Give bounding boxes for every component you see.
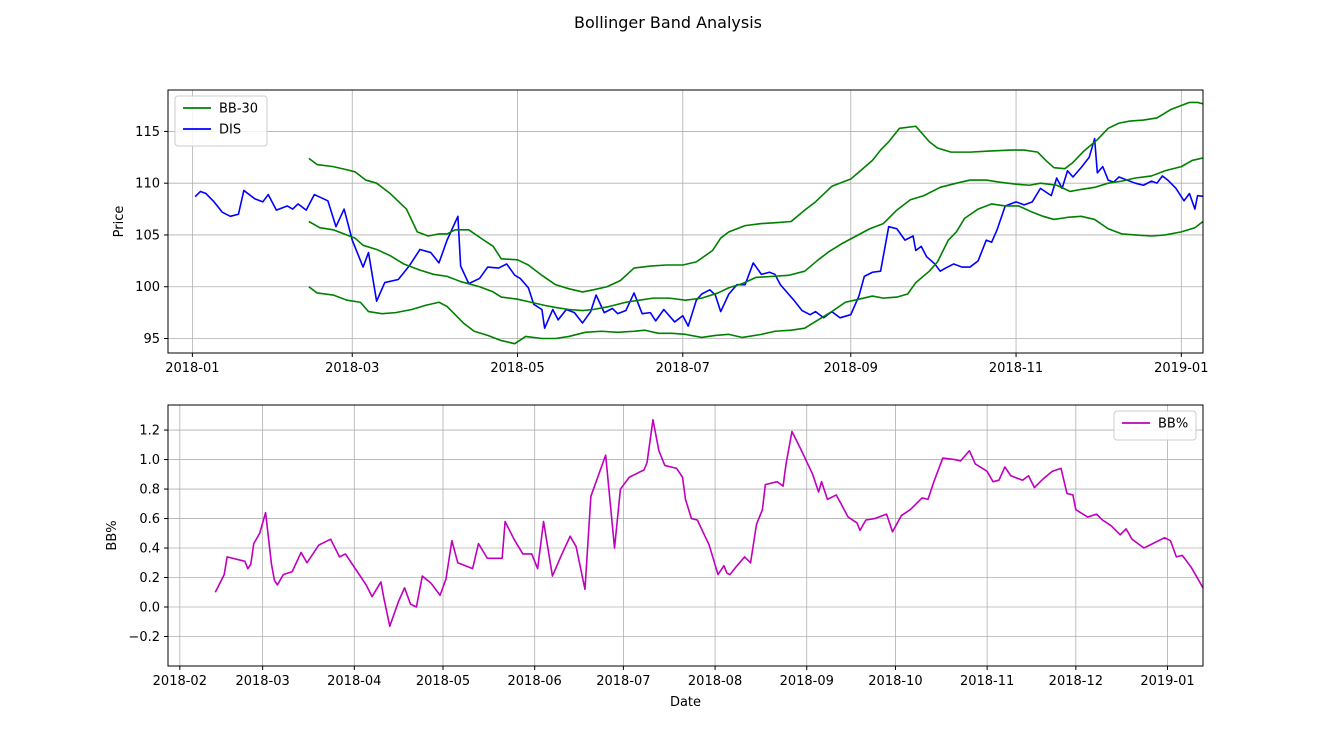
legend-box	[1113, 410, 1197, 441]
grid	[168, 90, 1203, 353]
x-tick-label: 2018-08	[688, 674, 742, 689]
series-line-bb-30-middle	[308, 157, 1203, 312]
y-tick-label: 0.8	[139, 483, 160, 498]
x-tick-label: 2018-07	[596, 674, 650, 689]
x-tick-label: 2018-12	[1049, 674, 1103, 689]
series-group	[214, 418, 1203, 627]
x-tick-label: 2018-10	[868, 674, 922, 689]
y-tick-label: −0.2	[128, 630, 160, 645]
legend: BB-30 DIS	[174, 95, 268, 147]
y-axis-label: Price	[112, 206, 127, 238]
y-tick-label: 1.2	[139, 424, 160, 439]
figure-title: Bollinger Band Analysis	[574, 13, 762, 32]
y-tick-label: 1.0	[139, 453, 160, 468]
x-tick-label: 2018-04	[327, 674, 381, 689]
y-tick-label: 0.0	[139, 601, 160, 616]
legend-label: DIS	[219, 123, 241, 138]
axes-frame	[167, 404, 1204, 667]
x-tick-label: 2018-09	[780, 674, 834, 689]
y-axis-label: BB%	[105, 520, 120, 550]
x-tick-label: 2018-02	[153, 674, 207, 689]
y-tick-label: 115	[135, 125, 160, 140]
x-tick-label: 2018-09	[824, 361, 878, 376]
y-tick-label: 100	[135, 280, 160, 295]
bbpct-panel: 2018-02 2018-03 2018-04 2018-05 2018-06 2018-…	[105, 404, 1204, 710]
x-tick-label: 2018-05	[490, 361, 544, 376]
y-tick-label: 110	[135, 177, 160, 192]
y-tick-label: 95	[143, 332, 160, 347]
x-axis-label: Date	[670, 695, 701, 710]
series-line-bb-	[214, 418, 1203, 627]
x-tick-label: 2018-06	[508, 674, 562, 689]
legend-label: BB%	[1158, 417, 1188, 432]
x-tick-label: 2018-11	[989, 361, 1043, 376]
legend: BB%	[1113, 410, 1197, 441]
x-tick-label: 2018-03	[325, 361, 379, 376]
x-tick-label: 2019-01	[1154, 361, 1208, 376]
x-tick-label: 2018-05	[416, 674, 470, 689]
x-tick-label: 2018-07	[656, 361, 710, 376]
y-tick-label: 0.2	[139, 571, 160, 586]
series-line-dis	[194, 137, 1203, 329]
y-tick-label: 105	[135, 228, 160, 243]
x-tick-label: 2018-11	[960, 674, 1014, 689]
legend-label: BB-30	[219, 102, 258, 117]
series-group	[194, 101, 1203, 345]
x-tick-label: 2018-01	[165, 361, 219, 376]
grid	[168, 405, 1203, 666]
series-line-bb-30-lower	[308, 203, 1203, 345]
axes-frame	[167, 89, 1204, 354]
series-line-bb-30-upper	[308, 101, 1203, 293]
y-tick-label: 0.6	[139, 512, 160, 527]
x-tick-label: 2018-03	[235, 674, 289, 689]
price-panel: 2018-01 2018-03 2018-05 2018-07 2018-09 2018-…	[112, 89, 1208, 376]
x-tick-label: 2019-01	[1140, 674, 1194, 689]
y-tick-label: 0.4	[139, 542, 160, 557]
